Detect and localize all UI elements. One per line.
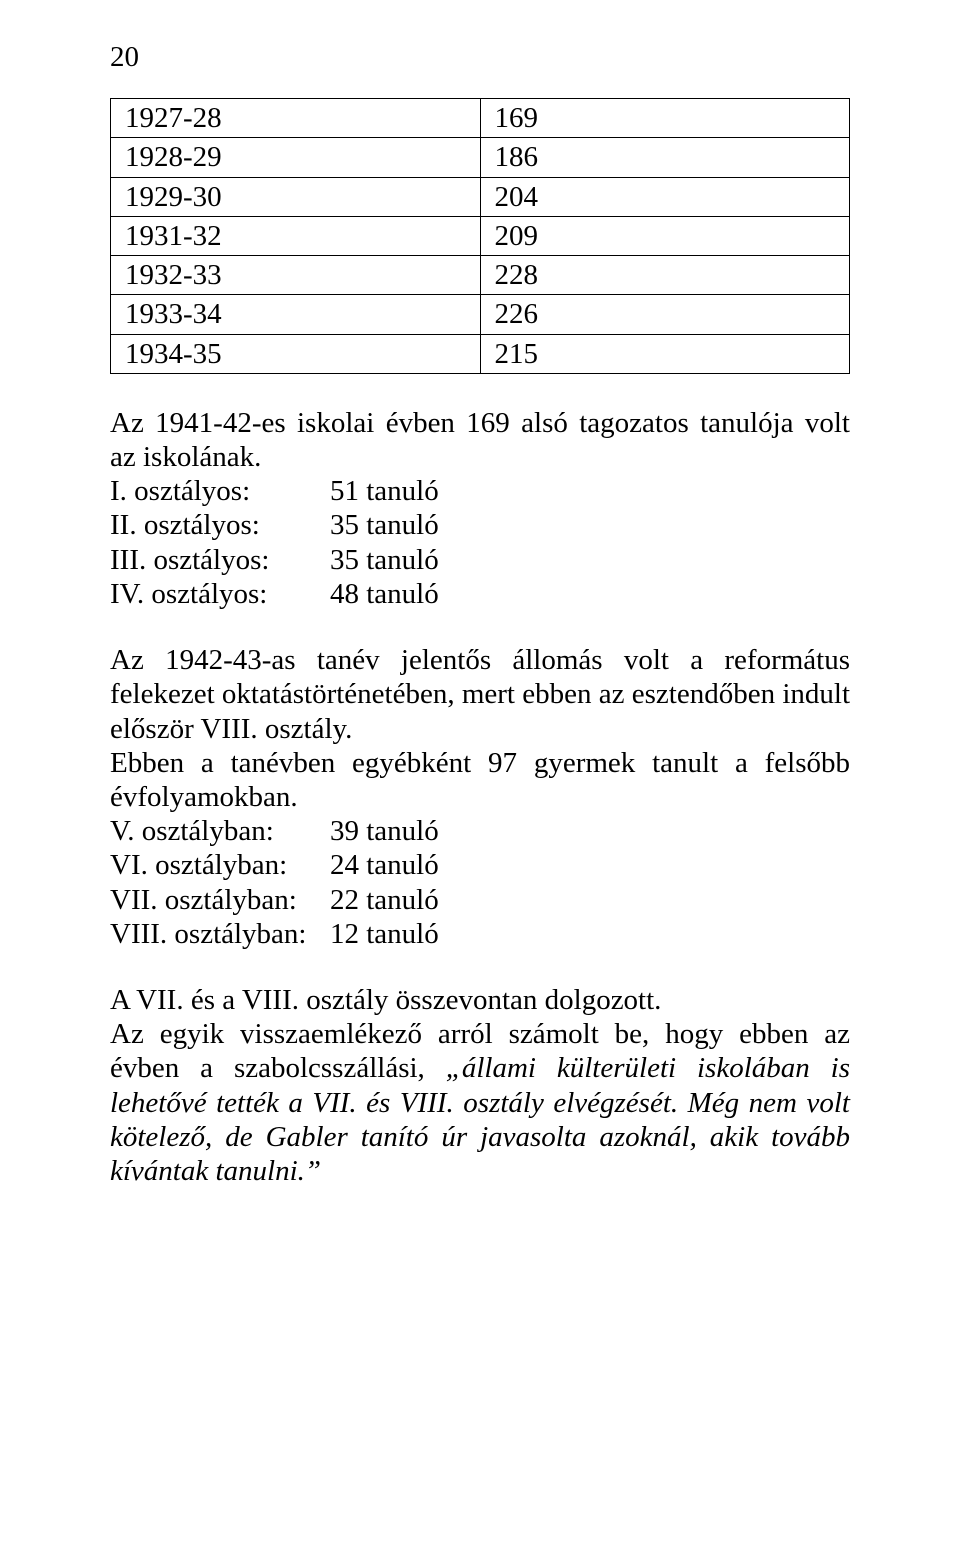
table-cell-count: 228 bbox=[480, 256, 850, 295]
paragraph-3: Ebben a tanévben egyébként 97 gyermek ta… bbox=[110, 746, 850, 814]
table-row: 1929-30204 bbox=[111, 177, 850, 216]
class-label: I. osztályos: bbox=[110, 474, 330, 508]
class-label: VIII. osztályban: bbox=[110, 917, 330, 951]
table-cell-count: 226 bbox=[480, 295, 850, 334]
table-row: 1933-34226 bbox=[111, 295, 850, 334]
table-cell-year: 1933-34 bbox=[111, 295, 481, 334]
table-cell-year: 1928-29 bbox=[111, 138, 481, 177]
class-row: V. osztályban:39 tanuló bbox=[110, 814, 850, 848]
class-value: 22 tanuló bbox=[330, 883, 850, 917]
table-row: 1932-33228 bbox=[111, 256, 850, 295]
table-row: 1931-32209 bbox=[111, 216, 850, 255]
class-row: VIII. osztályban:12 tanuló bbox=[110, 917, 850, 951]
class-row: VII. osztályban:22 tanuló bbox=[110, 883, 850, 917]
class-value: 24 tanuló bbox=[330, 848, 850, 882]
year-count-table: 1927-281691928-291861929-302041931-32209… bbox=[110, 98, 850, 374]
class-list-1: I. osztályos:51 tanulóII. osztályos:35 t… bbox=[110, 474, 850, 611]
class-value: 51 tanuló bbox=[330, 474, 850, 508]
class-label: V. osztályban: bbox=[110, 814, 330, 848]
paragraph-1: Az 1941-42-es iskolai évben 169 alsó tag… bbox=[110, 406, 850, 474]
class-row: II. osztályos:35 tanuló bbox=[110, 508, 850, 542]
class-value: 12 tanuló bbox=[330, 917, 850, 951]
class-row: IV. osztályos:48 tanuló bbox=[110, 577, 850, 611]
table-cell-year: 1931-32 bbox=[111, 216, 481, 255]
class-label: VII. osztályban: bbox=[110, 883, 330, 917]
table-cell-year: 1929-30 bbox=[111, 177, 481, 216]
table-cell-count: 215 bbox=[480, 334, 850, 373]
page-number: 20 bbox=[110, 40, 850, 74]
table-row: 1928-29186 bbox=[111, 138, 850, 177]
class-label: VI. osztályban: bbox=[110, 848, 330, 882]
table-cell-count: 209 bbox=[480, 216, 850, 255]
table-row: 1927-28169 bbox=[111, 99, 850, 138]
class-row: III. osztályos:35 tanuló bbox=[110, 543, 850, 577]
paragraph-4: A VII. és a VIII. osztály összevontan do… bbox=[110, 983, 850, 1017]
table-row: 1934-35215 bbox=[111, 334, 850, 373]
class-value: 35 tanuló bbox=[330, 508, 850, 542]
table-cell-year: 1927-28 bbox=[111, 99, 481, 138]
class-row: I. osztályos:51 tanuló bbox=[110, 474, 850, 508]
class-list-2: V. osztályban:39 tanulóVI. osztályban:24… bbox=[110, 814, 850, 951]
class-label: II. osztályos: bbox=[110, 508, 330, 542]
table-cell-count: 186 bbox=[480, 138, 850, 177]
paragraph-2: Az 1942-43-as tanév jelentős állomás vol… bbox=[110, 643, 850, 746]
table-cell-count: 169 bbox=[480, 99, 850, 138]
table-cell-count: 204 bbox=[480, 177, 850, 216]
class-value: 35 tanuló bbox=[330, 543, 850, 577]
table-cell-year: 1932-33 bbox=[111, 256, 481, 295]
class-label: III. osztályos: bbox=[110, 543, 330, 577]
table-cell-year: 1934-35 bbox=[111, 334, 481, 373]
class-label: IV. osztályos: bbox=[110, 577, 330, 611]
class-value: 48 tanuló bbox=[330, 577, 850, 611]
paragraph-5: Az egyik visszaemlékező arról számolt be… bbox=[110, 1017, 850, 1188]
class-row: VI. osztályban:24 tanuló bbox=[110, 848, 850, 882]
class-value: 39 tanuló bbox=[330, 814, 850, 848]
